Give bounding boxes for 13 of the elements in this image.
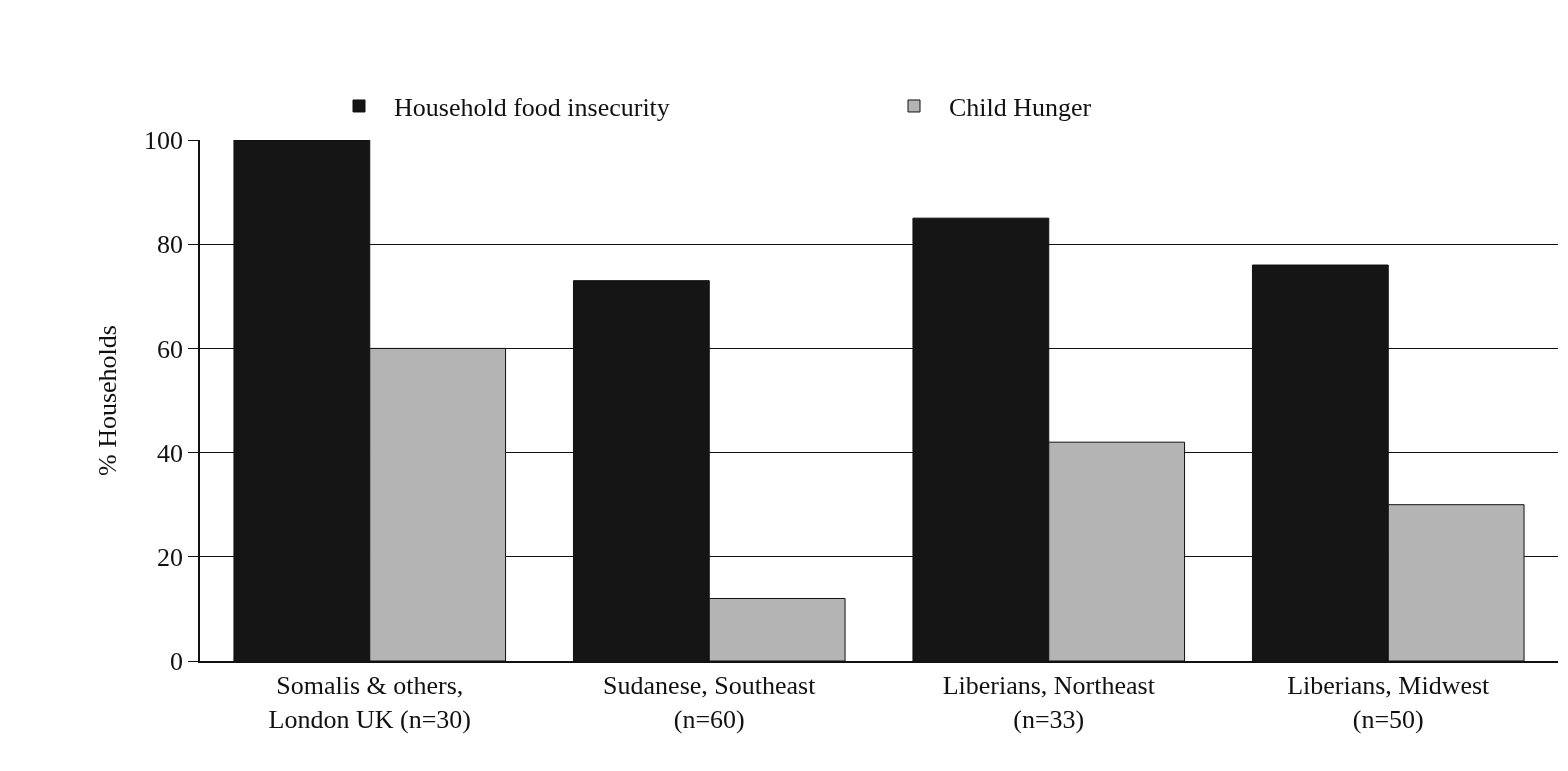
- y-tick-label: 80: [157, 230, 184, 260]
- x-tick-label: Somalis & others, London UK (n=30): [268, 670, 471, 734]
- y-tick-label: 20: [157, 542, 184, 572]
- y-axis-title: % Households: [92, 325, 122, 476]
- y-tick-label: 0: [170, 647, 184, 677]
- x-tick-label: Liberians, Northeast (n=33): [942, 670, 1156, 734]
- legend-label: Child Hunger: [949, 93, 1092, 123]
- x-tick-label: Liberians, Midwest (n=50): [1287, 670, 1491, 734]
- legend-label: Household food insecurity: [394, 93, 670, 123]
- y-tick-label: 60: [157, 334, 184, 364]
- y-tick-label: 40: [157, 438, 184, 468]
- x-tick-label: Sudanese, Southeast (n=60): [603, 670, 817, 734]
- y-tick-label: 100: [144, 126, 184, 156]
